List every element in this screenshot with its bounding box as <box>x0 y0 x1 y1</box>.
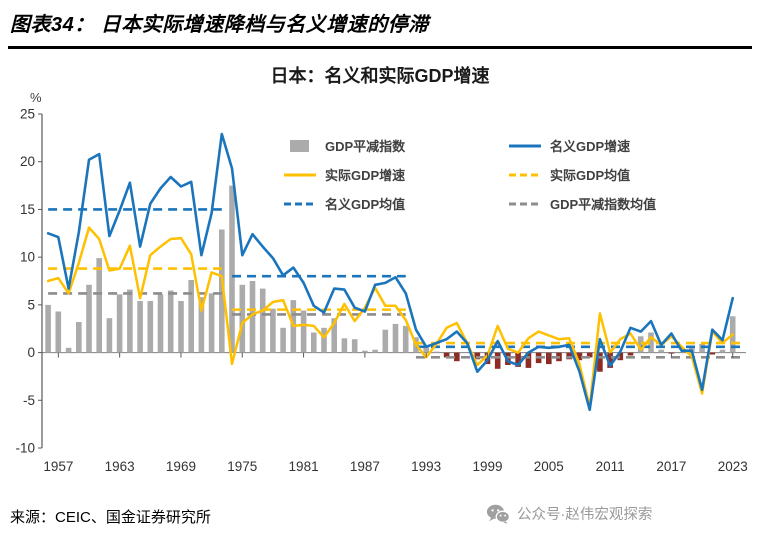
legend-swatch-bar <box>290 139 309 152</box>
svg-text:25: 25 <box>20 107 35 122</box>
legend-swatch-line <box>509 144 541 147</box>
legend-label: 名义GDP增速 <box>550 139 631 154</box>
y-axis-unit-label: % <box>30 90 42 105</box>
legend-label: 实际GDP增速 <box>325 168 406 183</box>
gdp-combo-chart: -10 -5 0 5 10 15 20 25 1957 1963 1969 1975 1981 1987 1… <box>15 107 748 475</box>
svg-text:0: 0 <box>27 345 35 360</box>
svg-text:1975: 1975 <box>227 459 257 474</box>
watermark-text: 公众号·赵伟宏观探索 <box>517 507 653 523</box>
legend-item: 实际GDP均值 <box>508 165 733 184</box>
legend-swatch-dash <box>509 173 541 176</box>
legend-label: 名义GDP均值 <box>325 197 406 212</box>
svg-text:10: 10 <box>20 250 35 265</box>
figure-title: 图表34： 日本实际增速降档与名义增速的停滞 <box>8 6 752 49</box>
legend-item: 名义GDP均值 <box>283 194 468 213</box>
svg-text:1999: 1999 <box>472 459 502 474</box>
svg-text:2017: 2017 <box>656 459 686 474</box>
svg-text:1963: 1963 <box>105 459 135 474</box>
wechat-icon <box>486 504 510 524</box>
svg-text:1957: 1957 <box>43 459 73 474</box>
legend-swatch-line <box>284 173 316 176</box>
legend-swatch-dash <box>509 202 541 205</box>
legend-swatch-dash <box>284 202 316 205</box>
svg-text:5: 5 <box>27 297 35 312</box>
source-text: 来源：CEIC、国金证券研究所 <box>10 509 211 526</box>
svg-text:1981: 1981 <box>289 459 319 474</box>
chart-legend: GDP平减指数 名义GDP增速实际GDP增速 实际GDP均值名义GDP均值 GDP平减… <box>283 136 733 213</box>
svg-text:20: 20 <box>20 154 35 169</box>
svg-text:1993: 1993 <box>411 459 441 474</box>
svg-text:-10: -10 <box>15 441 35 456</box>
svg-text:15: 15 <box>20 202 35 217</box>
svg-text:2005: 2005 <box>534 459 564 474</box>
svg-text:2023: 2023 <box>718 459 748 474</box>
legend-item: 实际GDP增速 <box>283 165 468 184</box>
watermark: 公众号·赵伟宏观探索 <box>486 503 652 524</box>
svg-text:1969: 1969 <box>166 459 196 474</box>
svg-text:1987: 1987 <box>350 459 380 474</box>
legend-item: 名义GDP增速 <box>508 136 733 155</box>
legend-label: GDP平减指数均值 <box>550 197 657 212</box>
svg-text:2011: 2011 <box>596 459 625 474</box>
legend-label: GDP平减指数 <box>325 139 406 154</box>
svg-text:-5: -5 <box>23 393 35 408</box>
legend-item: GDP平减指数均值 <box>508 194 733 213</box>
legend-item: GDP平减指数 <box>283 136 468 155</box>
chart-title: 日本：名义和实际GDP增速 <box>270 66 490 86</box>
legend-label: 实际GDP均值 <box>550 168 631 183</box>
